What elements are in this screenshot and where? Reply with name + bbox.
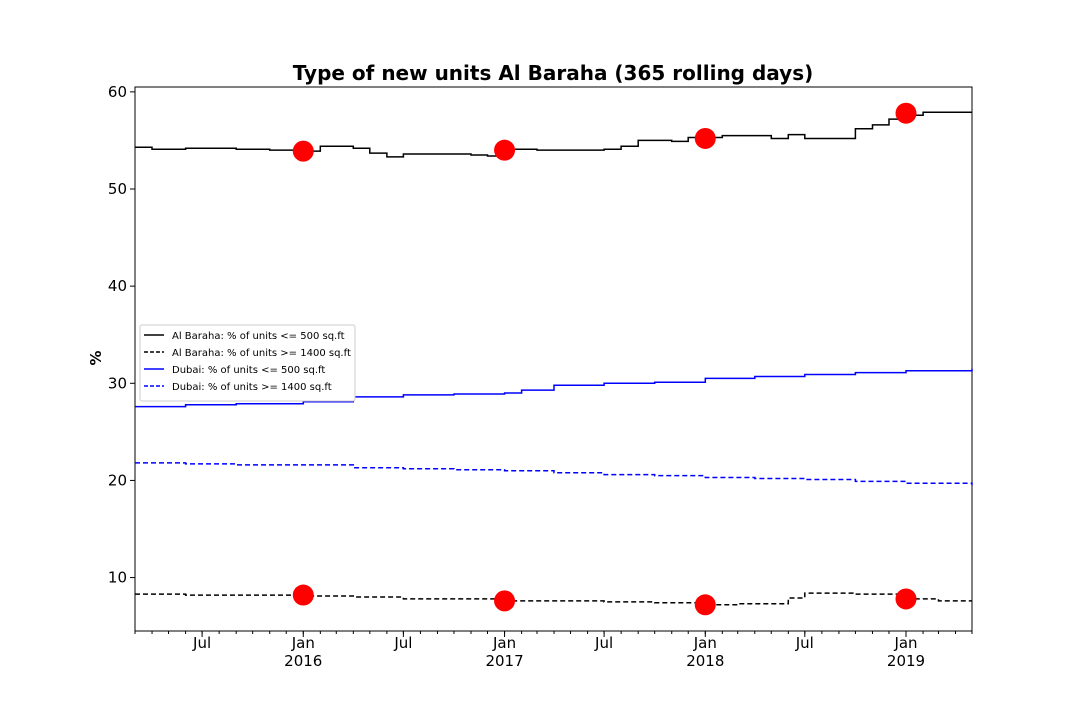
x-tick-label: Jan [492,634,516,652]
y-tick-label: 60 [108,83,127,101]
marker-point [292,140,314,162]
x-tick-label: Jul [594,634,613,652]
legend-label: Al Baraha: % of units <= 500 sq.ft [172,331,345,342]
legend-label: Dubai: % of units <= 500 sq.ft [172,365,325,376]
y-axis-label: % [87,350,105,365]
x-tick-year-label: 2018 [686,652,724,670]
x-tick-label: Jul [393,634,412,652]
marker-point [895,102,917,124]
chart-title: Type of new units Al Baraha (365 rolling… [293,61,813,85]
x-tick-label: Jul [192,634,211,652]
y-tick-label: 20 [108,471,127,489]
marker-point [895,588,917,610]
x-tick-year-label: 2019 [887,652,925,670]
plot-frame [134,86,973,632]
x-tick-label: Jan [291,634,315,652]
legend-label: Al Baraha: % of units >= 1400 sq.ft [172,348,351,359]
series-line-3 [135,462,973,486]
series-line-1 [135,592,972,606]
legend-label: Dubai: % of units >= 1400 sq.ft [172,382,332,393]
x-tick-label: Jan [693,634,717,652]
legend: Al Baraha: % of units <= 500 sq.ft Al Bar… [139,324,356,402]
series-line-2 [135,368,973,408]
y-tick-label: 30 [108,374,127,392]
series-line-0 [135,111,972,158]
marker-point [292,584,314,606]
x-tick-label: Jul [795,634,814,652]
x-tick-year-label: 2016 [284,652,322,670]
marker-point [694,127,716,149]
x-tick-label: Jan [893,634,917,652]
legend-frame [139,324,356,402]
x-tick-year-label: 2017 [485,652,523,670]
y-tick-label: 50 [108,180,127,198]
marker-point [494,139,516,161]
marker-point [694,594,716,616]
y-tick-label: 10 [108,569,127,587]
marker-point [494,590,516,612]
y-tick-label: 40 [108,277,127,295]
